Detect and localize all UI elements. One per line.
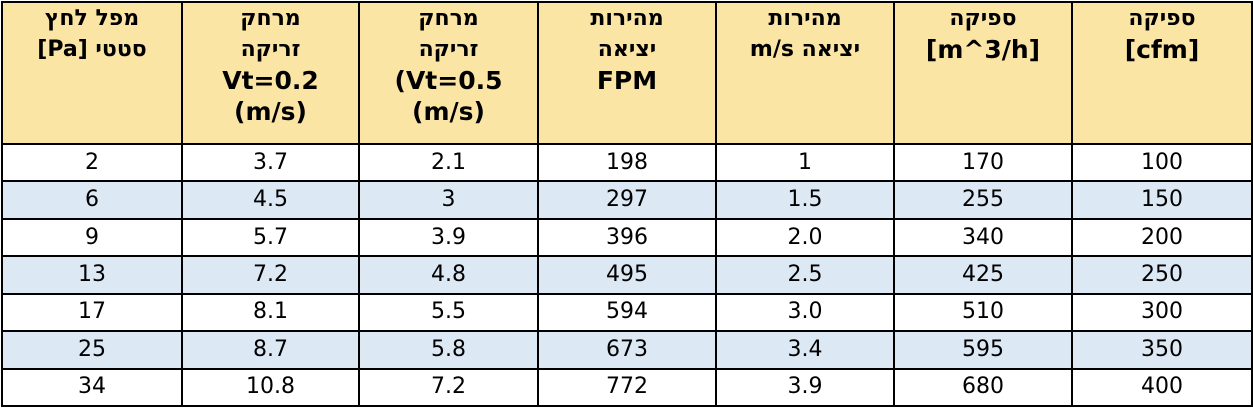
table-cell-throw-vt05: 4.8 [358,255,539,295]
table-cell-outlet-velocity-ms: 2.5 [715,255,895,295]
table-cell-flow-cfm: 250 [1071,255,1253,295]
table-cell-throw-vt05: 3 [358,180,539,220]
table-cell-flow-m3h: 170 [893,142,1073,183]
column-header-line: ספיקה [949,6,1017,31]
table-cell-throw-vt05: 2.1 [358,142,539,183]
table-cell-outlet-velocity-fpm: 396 [537,217,717,258]
table-cell-throw-vt02: 3.7 [181,142,360,183]
column-header-line: מרחק [240,6,301,31]
table-cell-flow-cfm: 350 [1071,330,1253,370]
column-header-line: מהירות [590,6,664,31]
column-header-line: (m/s) [234,97,307,126]
column-header-line: מהירות [768,6,842,31]
table-cell-static-pressure: 17 [1,292,183,333]
table-cell-throw-vt02: 8.7 [181,330,360,370]
table-cell-flow-m3h: 340 [893,217,1073,258]
table-cell-outlet-velocity-fpm: 297 [537,180,717,220]
column-header-line: Vt=0.2 [222,66,319,95]
table-cell-static-pressure: 2 [1,142,183,183]
column-header-line: [cfm] [1124,35,1200,64]
table-cell-flow-m3h: 595 [893,330,1073,370]
table-cell-outlet-velocity-ms: 1.5 [715,180,895,220]
table-cell-static-pressure: 6 [1,180,183,220]
column-header-line: ספיקה [1128,6,1196,31]
table-cell-static-pressure: 13 [1,255,183,295]
table-cell-throw-vt05: 3.9 [358,217,539,258]
table-cell-flow-m3h: 510 [893,292,1073,333]
table-cell-flow-m3h: 255 [893,180,1073,220]
column-header-outlet-velocity-fpm: מהירות יציאה FPM [537,1,717,145]
table-cell-flow-cfm: 150 [1071,180,1253,220]
column-header-static-pressure: מפל לחץ סטטי [Pa] [1,1,183,145]
column-header-line: זריקה [240,37,301,62]
table-cell-outlet-velocity-fpm: 772 [537,367,717,408]
column-header-line: יציאה [597,37,657,62]
table-row: 17 8.1 5.5 594 3.0 510 300 [1,292,1253,333]
column-header-line: סטטי [Pa] [37,37,147,62]
table-cell-flow-m3h: 680 [893,367,1073,408]
column-header-line: FPM [596,66,658,95]
table-cell-static-pressure: 34 [1,367,183,408]
table-cell-outlet-velocity-ms: 3.4 [715,330,895,370]
table-row: 34 10.8 7.2 772 3.9 680 400 [1,367,1253,408]
table-cell-throw-vt05: 5.8 [358,330,539,370]
table-cell-throw-vt02: 5.7 [181,217,360,258]
table-cell-outlet-velocity-ms: 3.9 [715,367,895,408]
column-header-line: (Vt=0.5 [394,66,503,95]
table-cell-throw-vt02: 4.5 [181,180,360,220]
table-body: 2 3.7 2.1 198 1 170 100 6 4.5 3 297 1.5 255 150 9 5.7 3.… [1,142,1253,408]
table-cell-outlet-velocity-ms: 2.0 [715,217,895,258]
table-cell-throw-vt02: 7.2 [181,255,360,295]
table-header: מפל לחץ סטטי [Pa] מרחק זריקה Vt=0.2 (m/s) מרחק… [1,1,1253,145]
table-row: 2 3.7 2.1 198 1 170 100 [1,142,1253,183]
table-cell-flow-cfm: 400 [1071,367,1253,408]
table-cell-throw-vt02: 8.1 [181,292,360,333]
table-cell-outlet-velocity-fpm: 198 [537,142,717,183]
table-cell-flow-m3h: 425 [893,255,1073,295]
column-header-line: מפל לחץ [44,6,140,31]
table-cell-throw-vt02: 10.8 [181,367,360,408]
table-cell-outlet-velocity-ms: 3.0 [715,292,895,333]
column-header-flow-cfm: ספיקה [cfm] [1071,1,1253,145]
column-header-line: (m/s) [412,97,485,126]
column-header-throw-vt05: מרחק זריקה (Vt=0.5 (m/s) [358,1,539,145]
column-header-line: יציאה m/s [749,37,861,62]
column-header-flow-m3h: ספיקה [m^3/h] [893,1,1073,145]
table-cell-flow-cfm: 200 [1071,217,1253,258]
column-header-line: זריקה [418,37,479,62]
table-cell-static-pressure: 25 [1,330,183,370]
table-cell-outlet-velocity-fpm: 673 [537,330,717,370]
column-header-line: [m^3/h] [925,35,1041,64]
column-header-throw-vt02: מרחק זריקה Vt=0.2 (m/s) [181,1,360,145]
column-header-outlet-velocity-ms: מהירות יציאה m/s [715,1,895,145]
table-row: 13 7.2 4.8 495 2.5 425 250 [1,255,1253,295]
table-cell-static-pressure: 9 [1,217,183,258]
table-cell-outlet-velocity-ms: 1 [715,142,895,183]
table-cell-outlet-velocity-fpm: 495 [537,255,717,295]
table-row: 9 5.7 3.9 396 2.0 340 200 [1,217,1253,258]
column-header-line: מרחק [418,6,479,31]
table-cell-throw-vt05: 7.2 [358,367,539,408]
table-cell-outlet-velocity-fpm: 594 [537,292,717,333]
table-row: 6 4.5 3 297 1.5 255 150 [1,180,1253,220]
header-row: מפל לחץ סטטי [Pa] מרחק זריקה Vt=0.2 (m/s) מרחק… [1,1,1253,145]
table-row: 25 8.7 5.8 673 3.4 595 350 [1,330,1253,370]
table-cell-flow-cfm: 300 [1071,292,1253,333]
table-cell-flow-cfm: 100 [1071,142,1253,183]
table-cell-throw-vt05: 5.5 [358,292,539,333]
